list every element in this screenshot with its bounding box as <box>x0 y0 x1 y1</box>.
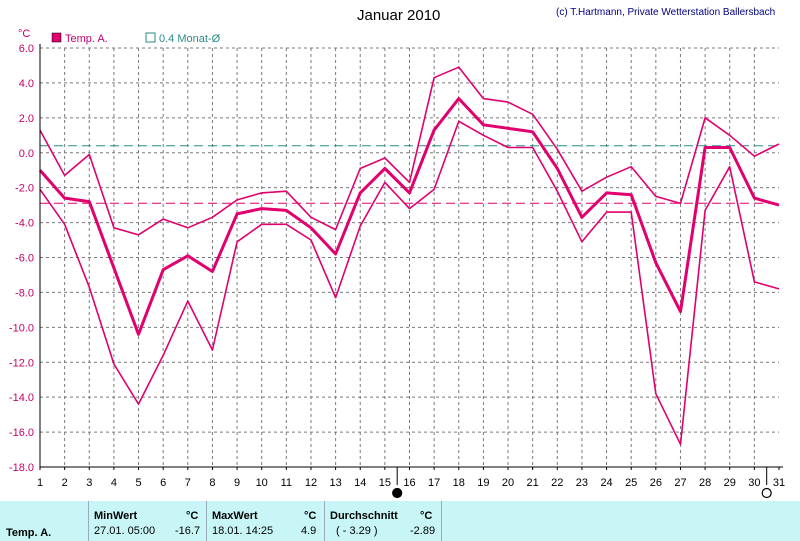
y-tick-label: -8.0 <box>15 287 34 299</box>
x-tick-label: 3 <box>86 477 92 489</box>
stats-max-value: 4.9 <box>301 525 317 537</box>
x-tick-label: 31 <box>773 477 785 489</box>
x-tick-label: 21 <box>527 477 539 489</box>
stats-min-label: MinWert <box>94 510 138 522</box>
stats-average-value: -2.89 <box>410 525 436 537</box>
stats-average-reference: ( - 3.29 ) <box>336 525 378 537</box>
copyright-text: (c) T.Hartmann, Private Wetterstation Ba… <box>556 7 775 18</box>
x-tick-label: 10 <box>256 477 268 489</box>
stats-min-time: 27.01. 05:00 <box>94 525 156 537</box>
x-tick-label: 7 <box>185 477 191 489</box>
stats-divider <box>324 501 325 541</box>
axes: 6.0 4.0 2.0 0.0 -2.0 -4.0 -6.0 -8.0 -10.0 -12.0 -1… <box>9 43 785 489</box>
temperature-chart: Januar 2010 (c) T.Hartmann, Private Wett… <box>9 7 785 499</box>
legend-swatch-average <box>145 32 156 43</box>
y-tick-label: -2.0 <box>15 183 34 195</box>
y-tick-label: -10.0 <box>9 322 34 334</box>
stats-min-value: -16.7 <box>175 525 201 537</box>
y-tick-label: -18.0 <box>9 462 34 474</box>
x-tick-label: 25 <box>625 477 637 489</box>
x-tick-label: 14 <box>354 477 366 489</box>
legend-swatch-temp <box>51 32 62 43</box>
reference-lines <box>40 145 779 204</box>
y-tick-label: 2.0 <box>19 113 34 125</box>
x-tick-label: 2 <box>62 477 68 489</box>
y-tick-label: 6.0 <box>19 43 34 55</box>
stats-divider <box>441 501 442 541</box>
x-tick-label: 12 <box>305 477 317 489</box>
stats-series-name: Temp. A. <box>6 527 52 539</box>
series-line-min <box>39 120 780 446</box>
stats-average-cell: Durchschnitt °C ( - 3.29 ) -2.89 <box>330 501 438 541</box>
y-tick-label: 0.0 <box>19 148 34 160</box>
y-tick-label: -12.0 <box>9 357 34 369</box>
x-tick-label: 5 <box>135 477 141 489</box>
y-tick-label: -4.0 <box>15 218 34 230</box>
x-tick-label: 22 <box>551 477 563 489</box>
x-tick-label: 18 <box>453 477 465 489</box>
x-tick-label: 28 <box>699 477 711 489</box>
chart-title: Januar 2010 <box>357 7 440 24</box>
x-tick-label: 11 <box>281 477 292 489</box>
x-tick-label: 6 <box>160 477 166 489</box>
x-tick-label: 8 <box>209 477 215 489</box>
y-tick-label: -6.0 <box>15 253 34 265</box>
x-tick-label: 17 <box>428 477 440 489</box>
stats-divider <box>206 501 207 541</box>
x-tick-label: 15 <box>379 477 391 489</box>
x-tick-label: 13 <box>329 477 341 489</box>
new-moon-icon <box>392 487 403 499</box>
x-tick-label: 23 <box>576 477 588 489</box>
full-moon-icon <box>761 487 772 499</box>
stats-average-unit: °C <box>420 510 433 522</box>
stats-max-cell: MaxWert °C 18.01. 14:25 4.9 <box>212 501 322 541</box>
stats-max-unit: °C <box>304 510 317 522</box>
stats-min-cell: MinWert °C 27.01. 05:00 -16.7 <box>94 501 204 541</box>
stats-min-unit: °C <box>186 510 199 522</box>
series-lines <box>38 66 780 446</box>
stats-max-label: MaxWert <box>212 510 258 522</box>
x-tick-label: 1 <box>37 477 43 489</box>
stats-max-time: 18.01. 14:25 <box>212 525 274 537</box>
stats-average-label: Durchschnitt <box>330 510 398 522</box>
x-tick-label: 16 <box>403 477 415 489</box>
legend-label-temp: Temp. A. <box>65 33 108 45</box>
x-tick-label: 20 <box>502 477 514 489</box>
x-tick-label: 27 <box>674 477 686 489</box>
x-tick-label: 9 <box>234 477 240 489</box>
series-line-mean <box>38 97 780 336</box>
series-line-max <box>39 66 780 236</box>
stats-divider <box>88 501 89 541</box>
x-tick-label: 19 <box>477 477 489 489</box>
x-tick-label: 26 <box>650 477 662 489</box>
legend-label-average: 0.4 Monat-Ø <box>159 33 221 45</box>
grid <box>40 47 779 467</box>
x-tick-label: 24 <box>600 477 612 489</box>
x-tick-label: 4 <box>111 477 117 489</box>
x-tick-label: 29 <box>724 477 736 489</box>
y-axis-unit: °C <box>18 28 30 40</box>
statistics-bar: Temp. A. MinWert °C 27.01. 05:00 -16.7 M… <box>0 501 800 541</box>
y-tick-label: -16.0 <box>9 427 34 439</box>
y-tick-label: -14.0 <box>9 392 34 404</box>
moon-markers <box>392 467 772 499</box>
x-tick-label: 30 <box>748 477 760 489</box>
y-tick-label: 4.0 <box>19 78 34 90</box>
